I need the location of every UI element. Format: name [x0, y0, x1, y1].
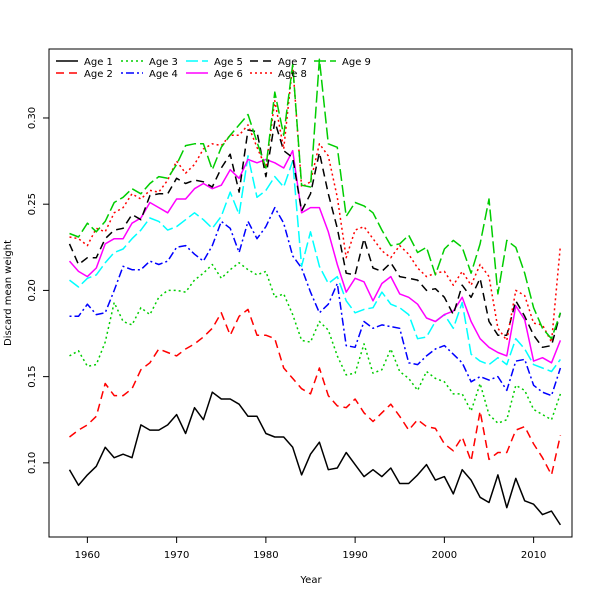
legend-label: Age 3 [149, 57, 178, 68]
legend-label: Age 5 [214, 57, 243, 68]
x-axis: 1960 1970 1980 1990 2000 2010 [75, 537, 546, 561]
series-line-age-6 [68, 149, 562, 364]
y-tick-label: 0.20 [27, 279, 38, 301]
y-tick-label: 0.30 [27, 107, 38, 129]
x-axis-title: Year [299, 575, 322, 586]
series-line-age-5 [69, 155, 562, 373]
y-axis-title: Discard mean weight [3, 240, 14, 346]
series-line-age-2 [69, 308, 562, 476]
series-line-age-4 [69, 206, 562, 397]
legend-label: Age 1 [84, 57, 113, 68]
legend-label: Age 7 [278, 57, 307, 68]
series-line-age-9 [69, 58, 562, 340]
x-tick-label: 1970 [164, 550, 189, 561]
series-line-age-7 [68, 120, 562, 349]
x-tick-label: 1990 [342, 550, 367, 561]
legend-label: Age 8 [278, 69, 307, 80]
series-line-age-1 [68, 391, 562, 526]
x-tick-label: 2000 [432, 550, 457, 561]
legend-label: Age 9 [342, 57, 371, 68]
y-axis: 0.10 0.15 0.20 0.25 0.30 [27, 107, 49, 474]
y-tick-label: 0.10 [27, 452, 38, 474]
legend-label: Age 2 [84, 69, 113, 80]
series-line-age-8 [69, 63, 562, 343]
plot-frame [48, 48, 573, 538]
y-tick-label: 0.15 [27, 365, 38, 387]
x-tick-label: 2010 [521, 550, 546, 561]
x-tick-label: 1960 [75, 550, 100, 561]
legend-label: Age 4 [149, 69, 178, 80]
series-line-age-3 [69, 262, 562, 424]
x-tick-label: 1980 [253, 550, 278, 561]
legend-label: Age 6 [214, 69, 243, 80]
y-tick-label: 0.25 [27, 193, 38, 215]
series-layer [68, 58, 562, 526]
